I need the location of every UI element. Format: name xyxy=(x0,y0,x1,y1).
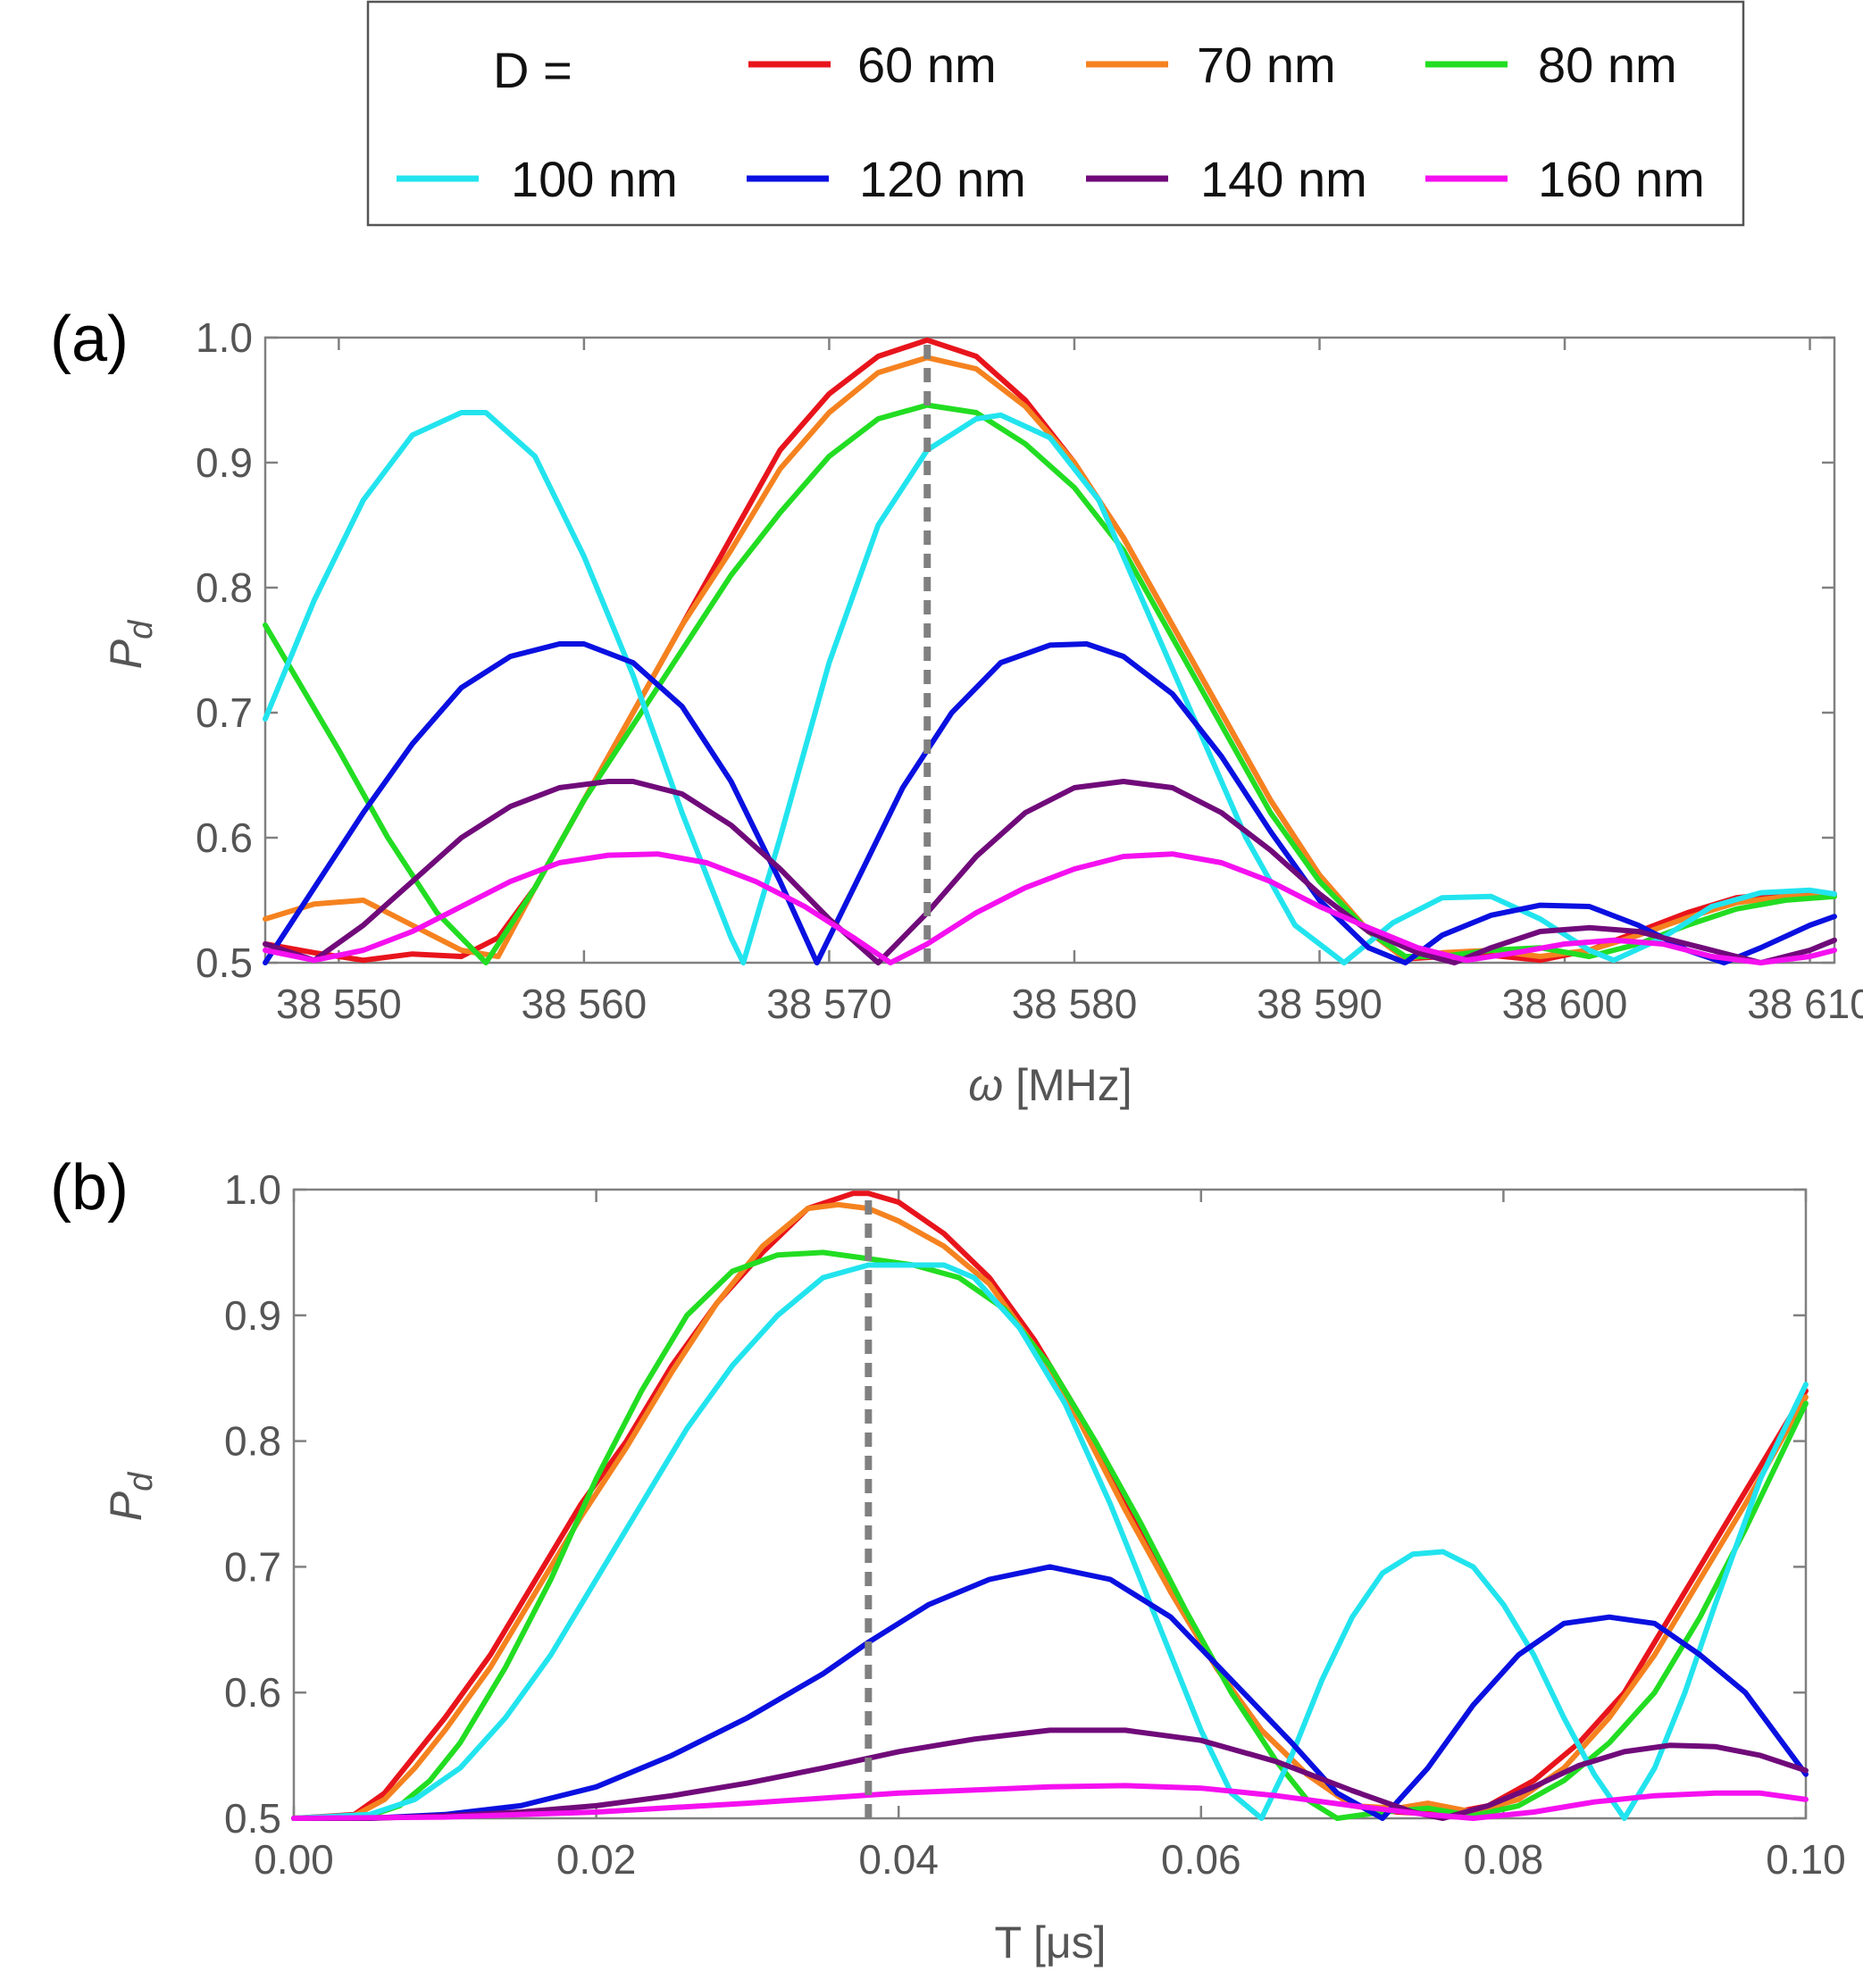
panel-b-frame xyxy=(292,1188,1808,1820)
panel-a: (a) Pd 0.5 0.6 0.7 0.8 0.9 1.0 38 550 38… xyxy=(50,304,1863,1110)
ytick-label: 0.9 xyxy=(224,1292,281,1339)
ytick-label: 0.9 xyxy=(196,439,253,486)
legend-label-140nm: 140 nm xyxy=(1200,151,1367,207)
panel-b-ylabel: Pd xyxy=(101,1471,160,1521)
legend-label-60nm: 60 nm xyxy=(857,37,997,93)
panel-a-series xyxy=(263,337,1837,965)
xtick-label: 0.08 xyxy=(1464,1836,1544,1883)
panel-a-xtick-labels: 38 550 38 560 38 570 38 580 38 590 38 60… xyxy=(276,981,1863,1027)
xtick-label: 38 550 xyxy=(276,981,402,1027)
panel-a-ylabel: Pd xyxy=(101,619,160,669)
panel-a-xlabel-symbol: ω xyxy=(968,1060,1003,1110)
ytick-label: 1.0 xyxy=(196,314,253,361)
xtick-label: 0.10 xyxy=(1766,1836,1846,1883)
xtick-label: 0.06 xyxy=(1161,1836,1241,1883)
series-line-70nm xyxy=(263,355,1837,962)
panel-a-ticks xyxy=(265,336,1834,965)
xtick-label: 38 560 xyxy=(522,981,647,1027)
panel-a-ytick-labels: 0.5 0.6 0.7 0.8 0.9 1.0 xyxy=(196,314,253,986)
svg-text:Pd: Pd xyxy=(101,1471,160,1521)
series-line-120nm xyxy=(291,1564,1809,1821)
ytick-label: 0.8 xyxy=(196,564,253,611)
series-line-160nm xyxy=(263,851,1837,965)
panel-b: (b) Pd 0.5 0.6 0.7 0.8 0.9 1.0 0.00 0.02… xyxy=(50,1152,1846,1967)
xtick-label: 38 600 xyxy=(1502,981,1628,1027)
panel-a-xlabel: ω [MHz] xyxy=(968,1060,1132,1110)
panel-b-xlabel-symbol: T xyxy=(994,1917,1021,1967)
xtick-label: 38 570 xyxy=(766,981,892,1027)
panel-b-label: (b) xyxy=(50,1152,129,1224)
series-line-60nm xyxy=(291,1190,1809,1821)
legend-label-80nm: 80 nm xyxy=(1538,37,1677,93)
xtick-label: 0.04 xyxy=(858,1836,939,1883)
ytick-label: 0.6 xyxy=(224,1669,281,1716)
panel-a-frame xyxy=(263,336,1836,965)
ytick-label: 0.6 xyxy=(196,814,253,861)
panel-b-ylabel-sub: d xyxy=(122,1471,160,1491)
series-line-80nm xyxy=(263,402,1837,965)
legend-entry-70nm: 70 nm xyxy=(1086,37,1336,93)
legend-entry-80nm: 80 nm xyxy=(1425,37,1677,93)
legend-entry-60nm: 60 nm xyxy=(748,37,997,93)
xtick-label: 38 580 xyxy=(1012,981,1138,1027)
panel-a-ylabel-main: P xyxy=(101,639,151,669)
xtick-label: 0.02 xyxy=(556,1836,637,1883)
xtick-label: 38 590 xyxy=(1257,981,1383,1027)
legend-prefix: D = xyxy=(493,42,572,98)
legend-label-160nm: 160 nm xyxy=(1538,151,1705,207)
panel-a-ylabel-sub: d xyxy=(122,619,160,639)
svg-text:Pd: Pd xyxy=(101,619,160,669)
legend-entry-160nm: 160 nm xyxy=(1425,151,1705,207)
panel-b-ticks xyxy=(292,1188,1808,1820)
series-line-70nm xyxy=(291,1201,1809,1821)
ytick-label: 0.7 xyxy=(196,689,253,736)
ytick-label: 0.5 xyxy=(224,1795,281,1842)
panel-a-xlabel-unit: [MHz] xyxy=(1003,1060,1132,1110)
series-line-100nm xyxy=(291,1262,1809,1821)
series-line-80nm xyxy=(291,1249,1809,1821)
ytick-label: 0.7 xyxy=(224,1543,281,1590)
xtick-label: 38 610 xyxy=(1747,981,1863,1027)
panel-a-label: (a) xyxy=(50,304,129,375)
panel-b-ytick-labels: 0.5 0.6 0.7 0.8 0.9 1.0 xyxy=(224,1166,281,1842)
legend-label-70nm: 70 nm xyxy=(1197,37,1336,93)
panel-b-xlabel: T [μs] xyxy=(994,1917,1106,1967)
ytick-label: 0.5 xyxy=(196,940,253,986)
legend-entry-100nm: 100 nm xyxy=(397,151,678,207)
series-line-120nm xyxy=(263,641,1837,965)
legend-entry-140nm: 140 nm xyxy=(1086,151,1367,207)
series-line-100nm xyxy=(263,410,1837,965)
legend-label-120nm: 120 nm xyxy=(859,151,1026,207)
series-line-160nm xyxy=(291,1783,1809,1821)
panel-b-ylabel-main: P xyxy=(101,1491,151,1521)
series-line-140nm xyxy=(263,779,1837,965)
panel-b-xlabel-unit: [μs] xyxy=(1021,1917,1106,1967)
legend-box xyxy=(366,0,1745,227)
ytick-label: 1.0 xyxy=(224,1166,281,1213)
ytick-label: 0.8 xyxy=(224,1418,281,1465)
panel-b-xtick-labels: 0.00 0.02 0.04 0.06 0.08 0.10 xyxy=(254,1836,1846,1883)
panel-b-series xyxy=(291,1190,1809,1821)
series-line-140nm xyxy=(291,1727,1809,1821)
legend-label-100nm: 100 nm xyxy=(511,151,678,207)
legend-entry-120nm: 120 nm xyxy=(747,151,1026,207)
xtick-label: 0.00 xyxy=(254,1836,334,1883)
legend: D = 60 nm 70 nm 80 nm 100 nm 120 nm 140 … xyxy=(366,0,1745,227)
